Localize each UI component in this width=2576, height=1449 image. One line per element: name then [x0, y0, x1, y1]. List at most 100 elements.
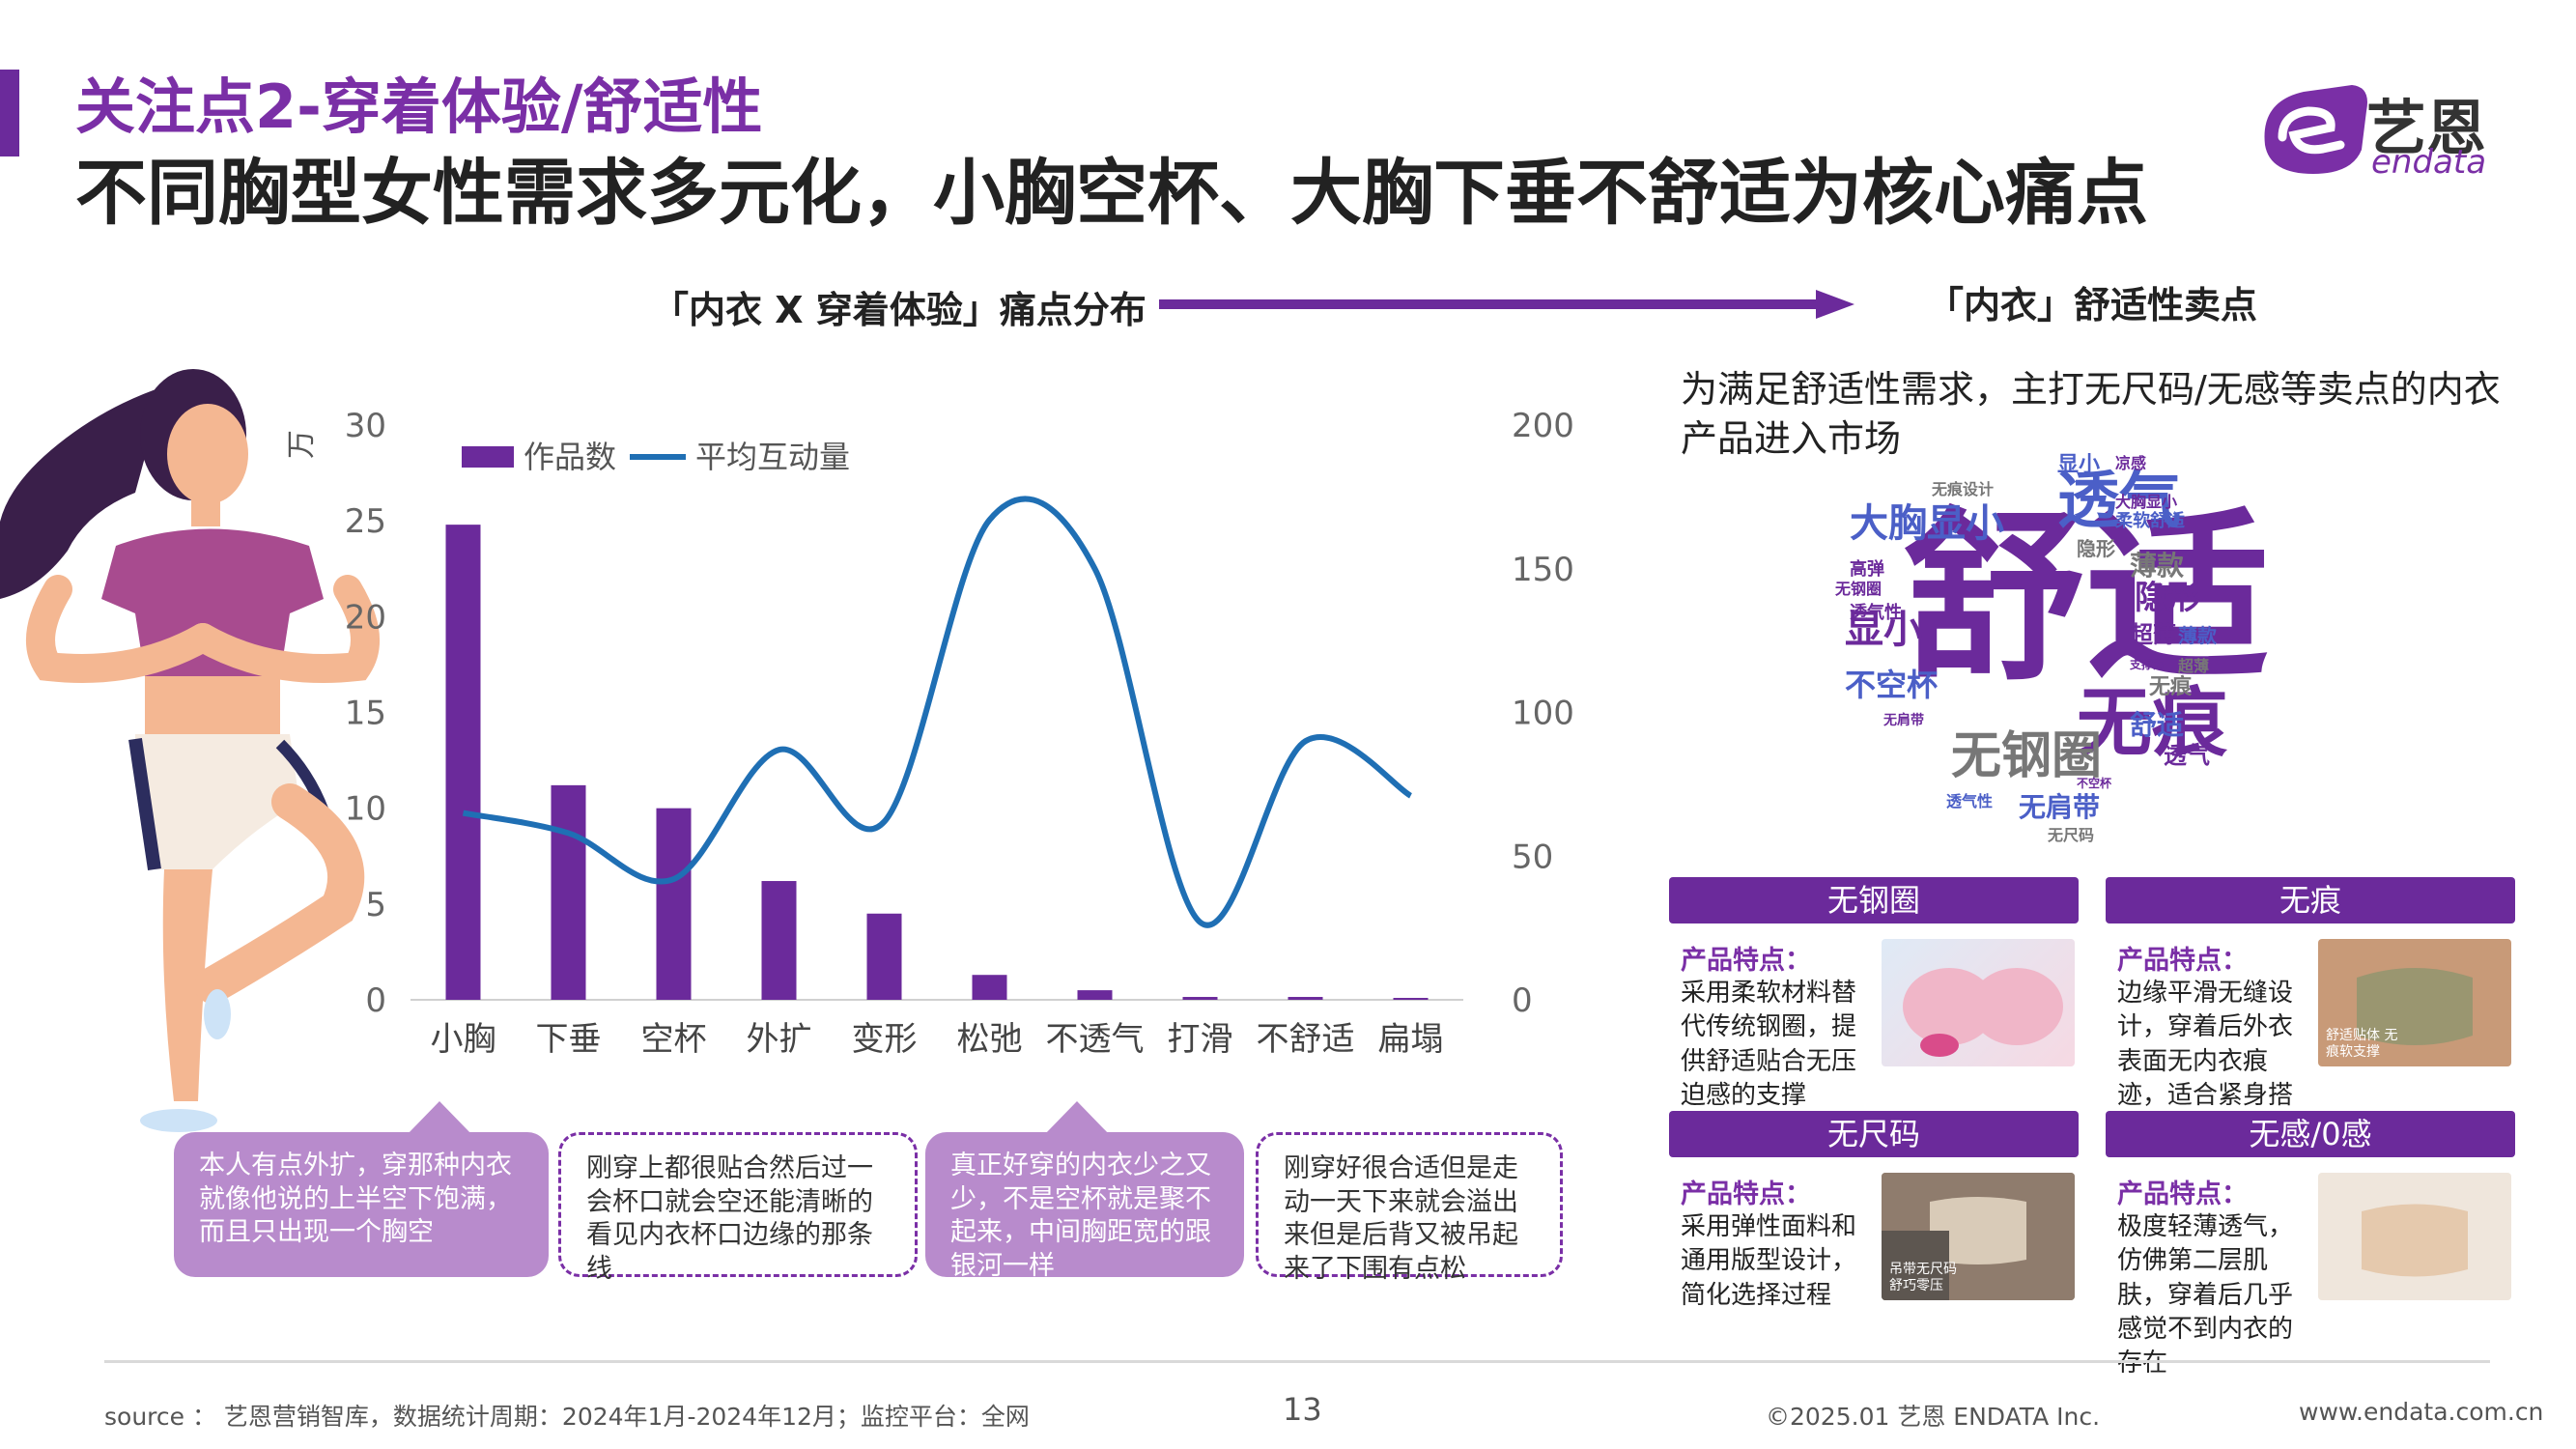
- card-label: 产品特点：: [2117, 1179, 2248, 1209]
- right-axis-tick: 0: [1512, 981, 1533, 1020]
- card-title: 无尺码: [1669, 1111, 2079, 1157]
- card-text: 采用弹性面料和通用版型设计，简化选择过程: [1681, 1212, 1857, 1310]
- word-cloud-term: 大胸显小: [2115, 493, 2177, 511]
- feature-card-no-wire: 无钢圈 产品特点： 采用柔软材料替代传统钢圈，提供舒适贴合无压迫感的支撑: [1669, 877, 2079, 1113]
- word-cloud-term: 显小: [1845, 608, 1922, 652]
- endata-logo-icon: [2264, 85, 2367, 174]
- brand-name: 艺恩: [2366, 93, 2487, 163]
- source-note: source ： 艺恩营销智库，数据统计周期：2024年1月-2024年12月；…: [104, 1403, 1030, 1431]
- chart-axes: 0 5 10 15 20 25 30 0 50 100 150 200: [345, 407, 1574, 1020]
- word-cloud-term: 透气: [2164, 742, 2210, 769]
- quote-bubble-2: 刚穿上都很贴合然后过一会杯口就会空还能清晰的看见内衣杯口边缘的那条线: [558, 1132, 918, 1284]
- word-cloud-term: 无肩带: [1882, 712, 1924, 728]
- word-cloud-term: 超薄: [2130, 621, 2176, 648]
- right-axis-tick: 50: [1512, 838, 1553, 876]
- legend-line-label: 平均互动量: [695, 439, 850, 475]
- card-label: 产品特点：: [1681, 946, 1811, 976]
- word-cloud-term: 无痕: [2149, 674, 2193, 699]
- word-cloud-term: 隐形: [2077, 537, 2115, 560]
- feature-card-seamless: 无痕 产品特点： 边缘平滑无缝设计，穿着后外衣表面无内衣痕迹，适合紧身搭配 舒适…: [2106, 877, 2515, 1148]
- word-cloud-term: 舒适: [1903, 492, 2270, 705]
- bar-series: [445, 525, 1429, 1001]
- legend-bar-swatch: [462, 446, 514, 468]
- quote-text: 刚穿上都很贴合然后过一会杯口就会空还能清晰的看见内衣杯口边缘的那条线: [586, 1153, 873, 1284]
- pain-point-chart: 0 5 10 15 20 25 30 0 50 100 150 200 小胸 下垂 空杯 外扩 变形 松弛 不透气…: [0, 369, 1574, 1132]
- one-size-product-image: 吊带无尺码 舒巧零压: [1882, 1173, 2075, 1300]
- card-text: 采用柔软材料替代传统钢圈，提供舒适贴合无压迫感的支撑: [1681, 979, 1857, 1111]
- word-cloud-term: 无痕设计: [1931, 480, 1994, 498]
- card-text: 极度轻薄透气，仿佛第二层肌肤，穿着后几乎感觉不到内衣的存在: [2117, 1212, 2294, 1378]
- x-tick-label: 松弛: [957, 1020, 1023, 1059]
- left-axis-tick: 25: [345, 502, 386, 541]
- left-axis-unit: 万: [285, 430, 319, 459]
- copyright: ©2025.01 艺恩 ENDATA Inc.: [1766, 1403, 2101, 1431]
- x-axis-labels: 小胸 下垂 空杯 外扩 变形 松弛 不透气 打滑 不舒适 扁塌: [431, 1020, 1444, 1059]
- arrow-right-icon: [1159, 290, 1854, 319]
- feature-card-one-size: 无尺码 产品特点： 采用弹性面料和通用版型设计，简化选择过程 吊带无尺码 舒巧零…: [1669, 1111, 2079, 1313]
- right-axis-tick: 200: [1512, 407, 1574, 445]
- card-title: 无钢圈: [1669, 877, 2079, 923]
- bubble-pointer-icon: [1043, 1101, 1111, 1136]
- bar-空杯: [656, 808, 692, 1000]
- x-tick-label: 不舒适: [1257, 1020, 1355, 1059]
- word-cloud-term: 无尺码: [2047, 826, 2094, 844]
- x-tick-label: 变形: [852, 1020, 918, 1059]
- bra-product-image: [1882, 939, 2075, 1066]
- bar-外扩: [761, 881, 797, 1000]
- word-cloud-term: 透气: [2057, 466, 2181, 537]
- word-cloud-term: 超薄: [2177, 657, 2209, 675]
- bar-下垂: [551, 784, 586, 1000]
- page-number: 13: [1283, 1391, 1322, 1428]
- word-cloud-term: 显小: [2057, 453, 2100, 477]
- word-cloud-term: 无钢圈: [1951, 727, 2102, 785]
- bubble-pointer-icon: [406, 1101, 473, 1136]
- image-caption: 舒适贴体 无痕软支撑: [2326, 1028, 2398, 1061]
- bar-松弛: [972, 975, 1007, 1000]
- word-cloud-term: 支撑力: [2129, 657, 2165, 671]
- bar-变形: [866, 913, 902, 1000]
- left-axis-tick: 10: [345, 790, 386, 829]
- bar-小胸: [445, 525, 481, 1000]
- quote-bubble-4: 刚穿好很合适但是走动一天下来就会溢出来但是后背又被吊起来了下围有点松: [1256, 1132, 1563, 1284]
- word-cloud-term: 无肩带: [2019, 791, 2100, 823]
- right-axis-tick: 100: [1512, 695, 1574, 733]
- word-cloud-term: 透气性: [1850, 602, 1902, 623]
- bar-打滑: [1182, 997, 1218, 1000]
- brand-subtitle: endata: [2371, 143, 2487, 182]
- page-title: 不同胸型女性需求多元化，小胸空杯、大胸下垂不舒适为核心痛点: [75, 152, 2148, 235]
- quote-text: 真正好穿的内衣少之又少，不是空杯就是聚不起来，中间胸距宽的跟银河一样: [950, 1151, 1211, 1281]
- website-link[interactable]: www.endata.com.cn: [2299, 1398, 2544, 1426]
- feature-card-no-feel: 无感/0感 产品特点： 极度轻薄透气，仿佛第二层肌肤，穿着后几乎感觉不到内衣的存…: [2106, 1111, 2515, 1381]
- card-title: 无痕: [2106, 877, 2515, 923]
- right-axis-tick: 150: [1512, 551, 1574, 589]
- word-cloud-term: 舒适: [2130, 709, 2184, 741]
- left-axis-tick: 30: [345, 407, 386, 445]
- left-axis-tick: 20: [345, 598, 386, 637]
- quote-bubble-3: 真正好穿的内衣少之又少，不是空杯就是聚不起来，中间胸距宽的跟银河一样: [925, 1132, 1244, 1281]
- chart-legend: 作品数 平均互动量: [462, 439, 850, 475]
- no-feel-product-image: [2318, 1173, 2511, 1300]
- section-title: 关注点2-穿着体验/舒适性: [75, 71, 763, 142]
- word-cloud-term: 不空杯: [2077, 776, 2112, 790]
- word-cloud-term: 凉感: [2115, 454, 2146, 472]
- word-cloud-term: 不空杯: [1845, 667, 1938, 703]
- seamless-product-image: 舒适贴体 无痕软支撑: [2318, 939, 2511, 1066]
- word-cloud-term: 薄款: [2130, 550, 2185, 582]
- word-cloud-term: 柔软舒适: [2115, 510, 2185, 531]
- selling-points-title: 「内衣」舒适性卖点: [1927, 284, 2258, 327]
- legend-bar-label: 作品数: [524, 439, 616, 475]
- x-tick-label: 空杯: [641, 1020, 707, 1059]
- line-series: [462, 496, 1413, 928]
- x-tick-label: 下垂: [536, 1020, 602, 1059]
- x-tick-label: 扁塌: [1378, 1020, 1444, 1059]
- bar-扁塌: [1393, 998, 1429, 1001]
- word-cloud-term: 无钢圈: [1834, 580, 1882, 598]
- left-axis-tick: 5: [365, 886, 386, 924]
- x-tick-label: 小胸: [431, 1020, 496, 1059]
- word-cloud-term: 透气性: [1946, 792, 1993, 810]
- quote-bubble-1: 本人有点外扩，穿那种内衣就像他说的上半空下饱满，而且只出现一个胸空: [174, 1132, 549, 1277]
- left-axis-tick: 0: [365, 981, 386, 1020]
- image-caption: 吊带无尺码 舒巧零压: [1889, 1262, 1957, 1294]
- word-cloud-term: 无痕: [2077, 680, 2228, 767]
- word-cloud-term: 大胸显小: [1850, 501, 2004, 546]
